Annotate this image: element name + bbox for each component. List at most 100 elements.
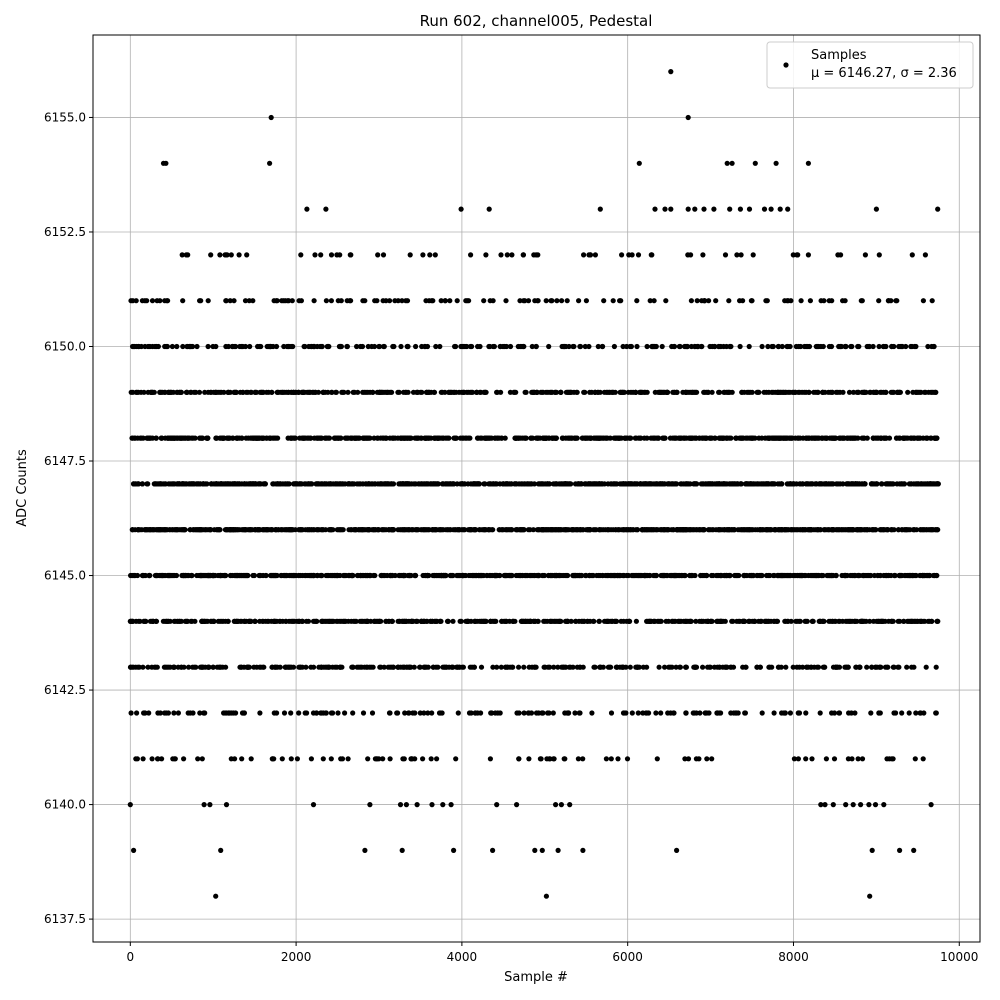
data-point (854, 481, 860, 487)
data-point (683, 481, 689, 487)
data-point (884, 572, 890, 579)
data-point (840, 527, 846, 533)
data-point (478, 664, 485, 670)
data-point (342, 710, 348, 716)
data-point (807, 298, 814, 304)
data-point (406, 710, 412, 716)
data-point (618, 618, 624, 624)
data-point (833, 481, 840, 487)
data-point (617, 527, 623, 533)
data-point (828, 572, 834, 579)
data-point (557, 618, 563, 624)
data-point (266, 618, 272, 624)
data-point (707, 664, 714, 670)
data-point (153, 343, 160, 350)
data-point (340, 481, 346, 487)
data-point (580, 664, 586, 670)
data-point (634, 298, 640, 304)
data-point (920, 527, 926, 533)
data-point (933, 572, 940, 579)
data-point (869, 481, 875, 487)
data-point (424, 343, 431, 350)
data-point (701, 298, 708, 304)
data-point (688, 343, 695, 350)
data-point (901, 618, 907, 624)
data-point (177, 389, 183, 395)
data-point (317, 343, 323, 350)
data-point (442, 389, 448, 395)
data-point (914, 389, 920, 395)
data-point (532, 664, 538, 670)
data-point (677, 435, 683, 441)
data-point (558, 389, 564, 395)
data-point (589, 710, 595, 716)
data-point (472, 710, 478, 716)
data-point (574, 389, 580, 395)
data-point (700, 527, 706, 533)
data-point (340, 527, 346, 533)
data-point (194, 343, 200, 350)
data-point (608, 481, 614, 487)
data-point (565, 618, 571, 624)
data-point (313, 618, 319, 624)
data-point (503, 298, 509, 304)
data-point (671, 343, 678, 350)
data-point (685, 756, 692, 762)
data-point (260, 481, 267, 487)
data-point (748, 435, 755, 441)
data-point (855, 389, 862, 395)
data-point (924, 435, 930, 441)
data-point (455, 664, 461, 670)
data-point (345, 435, 351, 441)
data-point (540, 710, 546, 716)
data-point (205, 527, 211, 533)
data-point (713, 572, 719, 579)
data-point (511, 389, 518, 395)
data-point (163, 710, 169, 716)
data-point (799, 572, 806, 579)
data-point (795, 756, 802, 762)
data-point (653, 710, 659, 716)
data-point (669, 481, 675, 487)
data-point (571, 343, 577, 350)
data-point (350, 710, 356, 716)
data-point (582, 481, 588, 487)
data-point (170, 389, 176, 395)
data-point (844, 618, 850, 624)
data-point (809, 756, 815, 762)
data-point (679, 481, 685, 487)
data-point (562, 664, 568, 670)
data-point (507, 527, 513, 533)
data-point (700, 664, 706, 670)
data-point (518, 527, 524, 533)
data-point (620, 710, 627, 716)
data-point (432, 435, 438, 441)
data-point (858, 527, 864, 533)
data-point (154, 756, 161, 762)
data-point (198, 527, 205, 533)
data-point (586, 572, 593, 579)
data-point (507, 343, 514, 350)
data-point (302, 435, 309, 441)
data-point (833, 435, 839, 441)
data-point (280, 389, 286, 395)
data-point (144, 298, 150, 304)
data-point (229, 343, 235, 350)
data-point (401, 664, 407, 670)
data-point (904, 664, 910, 670)
data-point (248, 756, 254, 762)
data-point (197, 710, 203, 716)
data-point (699, 343, 705, 350)
data-point (903, 435, 909, 441)
data-point (134, 572, 141, 579)
data-point (266, 435, 272, 441)
data-point (301, 343, 307, 350)
data-point (271, 710, 277, 716)
data-point (159, 756, 165, 762)
data-point (455, 710, 461, 716)
data-point (140, 572, 146, 579)
data-point (399, 298, 405, 304)
data-point (648, 481, 654, 487)
data-point (417, 664, 423, 670)
data-point (184, 389, 190, 395)
